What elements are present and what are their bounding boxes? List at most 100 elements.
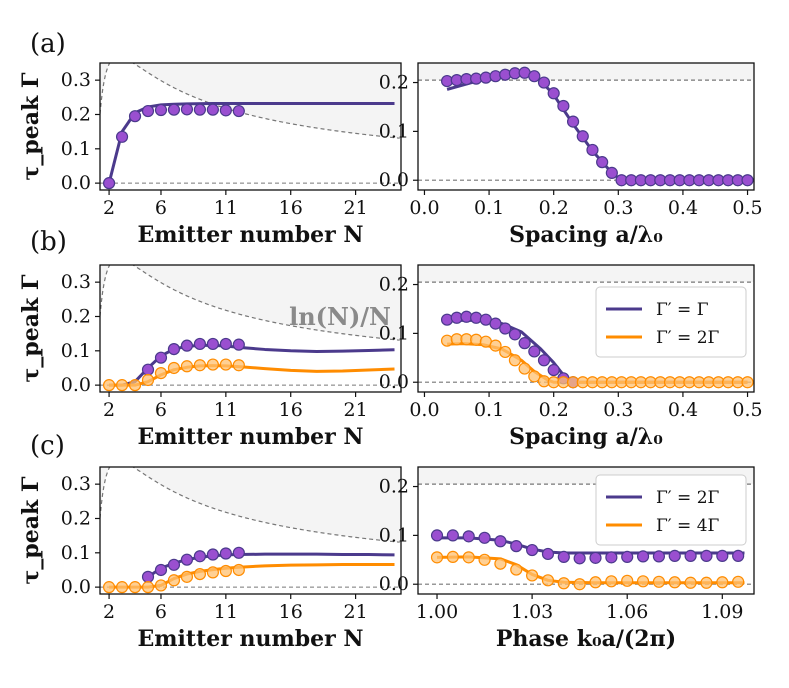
excluded-region bbox=[100, 265, 401, 341]
x-tick-label: 16 bbox=[279, 601, 303, 623]
x-axis-label: Spacing a/λ₀ bbox=[509, 424, 663, 450]
data-point-orange bbox=[508, 354, 522, 367]
x-tick-label: 2 bbox=[103, 197, 115, 219]
data-point-purple bbox=[508, 328, 522, 341]
legend-box bbox=[595, 474, 747, 546]
x-tick-label: 0.5 bbox=[732, 399, 762, 421]
x-axis-label: Phase k₀a/(2π) bbox=[496, 626, 676, 652]
data-point-orange bbox=[526, 569, 539, 582]
data-point-purple bbox=[180, 553, 194, 566]
y-tick-label: 0.0 bbox=[379, 573, 409, 595]
x-tick-label: 0.5 bbox=[732, 197, 762, 219]
data-point-purple bbox=[219, 337, 232, 351]
x-tick-label: 0.3 bbox=[603, 399, 633, 421]
x-axis-label: Emitter number N bbox=[138, 626, 364, 652]
data-point-purple bbox=[440, 313, 454, 326]
data-point-orange bbox=[684, 576, 697, 589]
x-tick-label: 0.0 bbox=[409, 399, 439, 421]
x-tick-label: 11 bbox=[214, 399, 238, 421]
data-point-orange bbox=[128, 379, 142, 392]
data-point-orange bbox=[528, 370, 541, 383]
data-point-orange bbox=[141, 373, 155, 387]
y-tick-label: 0.1 bbox=[379, 524, 409, 546]
data-point-purple bbox=[494, 535, 507, 548]
y-axis-label: τ_peak Γ bbox=[18, 274, 44, 382]
reference-annotation: ln(N)/N bbox=[289, 302, 391, 331]
data-point-orange bbox=[489, 339, 502, 352]
data-point-purple bbox=[154, 563, 168, 577]
x-tick-label: 16 bbox=[279, 399, 303, 421]
data-point-orange bbox=[494, 557, 507, 570]
excluded-region bbox=[418, 265, 754, 283]
x-tick-label: 0.3 bbox=[603, 197, 633, 219]
x-tick-label: 0.4 bbox=[668, 399, 698, 421]
data-point-purple bbox=[510, 540, 523, 553]
x-tick-label: 0.2 bbox=[539, 399, 569, 421]
data-point-purple bbox=[732, 549, 745, 563]
data-point-orange bbox=[573, 578, 586, 591]
axes-frame bbox=[417, 264, 755, 393]
x-axis-label: Emitter number N bbox=[138, 222, 364, 248]
x-tick-label: 6 bbox=[155, 197, 167, 219]
data-point-orange bbox=[180, 570, 194, 583]
x-tick-label: 0.0 bbox=[409, 197, 439, 219]
data-point-purple bbox=[668, 549, 681, 563]
data-point-orange bbox=[668, 576, 681, 589]
x-axis-label: Emitter number N bbox=[138, 424, 364, 450]
data-point-orange bbox=[219, 358, 232, 371]
y-tick-label: 0.0 bbox=[379, 371, 409, 393]
data-point-orange bbox=[446, 550, 459, 563]
data-point-purple bbox=[566, 115, 580, 128]
y-tick-label: 0.0 bbox=[61, 374, 91, 396]
legend-label: Γ′ = 2Γ bbox=[656, 488, 720, 508]
y-tick-label: 0.0 bbox=[61, 576, 91, 598]
data-point-orange bbox=[510, 563, 523, 576]
data-point-purple bbox=[589, 551, 602, 564]
x-tick-label: 1.03 bbox=[511, 601, 553, 623]
data-point-orange bbox=[716, 576, 729, 589]
data-point-purple bbox=[541, 547, 555, 561]
axes-frame bbox=[99, 466, 402, 595]
data-point-purple bbox=[557, 99, 570, 113]
data-point-purple bbox=[636, 550, 650, 563]
data-point-orange bbox=[741, 376, 754, 389]
y-tick-label: 0.1 bbox=[61, 542, 91, 564]
x-axis-label: Spacing a/λ₀ bbox=[509, 222, 663, 248]
data-point-purple bbox=[596, 156, 609, 169]
data-point-orange bbox=[102, 581, 116, 594]
data-point-orange bbox=[732, 575, 745, 588]
y-tick-label: 0.1 bbox=[61, 138, 91, 160]
panel-label-a: (a) bbox=[30, 29, 66, 59]
data-point-purple bbox=[141, 363, 155, 376]
data-point-orange bbox=[115, 581, 129, 594]
data-point-purple bbox=[537, 76, 551, 89]
y-tick-label: 0.1 bbox=[61, 340, 91, 362]
axes-frame bbox=[417, 62, 755, 191]
data-point-orange bbox=[605, 575, 618, 588]
data-point-orange bbox=[518, 362, 531, 375]
data-point-purple bbox=[193, 103, 206, 116]
x-tick-label: 11 bbox=[214, 197, 238, 219]
data-point-orange bbox=[180, 360, 194, 373]
plot-c-right: 1.00 1.03 1.06 1.09 0.0 0.1 0.2 Phase k₀a/(2π) Γ… bbox=[379, 466, 755, 652]
y-tick-label: 0.2 bbox=[379, 274, 409, 296]
data-point-orange bbox=[589, 576, 602, 589]
y-tick-label: 0.3 bbox=[61, 271, 91, 293]
data-point-purple bbox=[700, 549, 713, 563]
panel-label-b: (b) bbox=[30, 227, 67, 257]
data-point-purple bbox=[167, 103, 181, 116]
data-point-purple bbox=[232, 104, 245, 118]
reference-curve-ln-n-over-n bbox=[100, 467, 400, 543]
data-point-purple bbox=[518, 337, 531, 350]
data-point-purple bbox=[193, 337, 206, 351]
plot-c-left: 2 6 11 16 21 0.0 0.1 0.2 0.3 Emitter number N τ_pe… bbox=[18, 466, 402, 652]
data-point-orange bbox=[115, 379, 129, 392]
x-tick-label: 0.1 bbox=[474, 399, 504, 421]
data-point-purple bbox=[526, 543, 539, 557]
data-point-purple bbox=[446, 529, 459, 542]
data-point-orange bbox=[154, 579, 168, 592]
y-tick-label: 0.2 bbox=[61, 305, 91, 327]
data-point-orange bbox=[499, 345, 512, 359]
data-point-purple bbox=[154, 103, 168, 117]
data-point-orange bbox=[470, 333, 483, 346]
